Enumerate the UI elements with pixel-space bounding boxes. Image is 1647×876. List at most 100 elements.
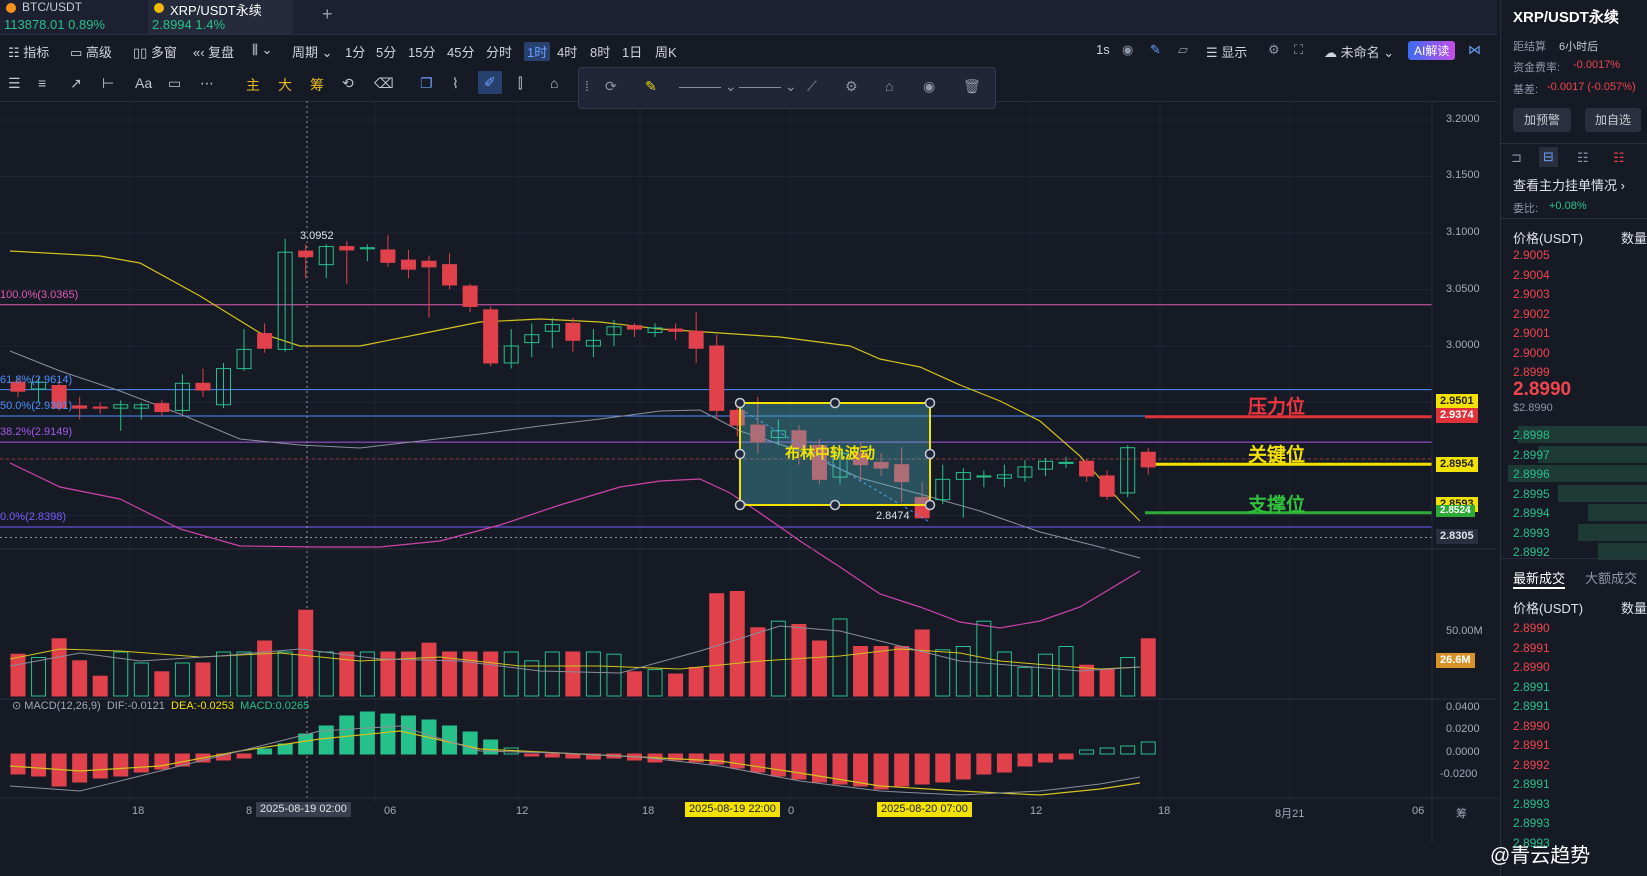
more-icon[interactable]: ⋯ (200, 75, 214, 91)
multi-window-button[interactable]: ▯▯ 多窗 (133, 45, 177, 60)
interval-1m[interactable]: 1分 (345, 45, 366, 60)
trade-row[interactable]: 2.8991 (1513, 738, 1550, 752)
price-tag-resistance-upper: 2.9501 (1436, 394, 1478, 409)
orderbook-asks-icon[interactable]: ☷ (1613, 150, 1625, 165)
advanced-button[interactable]: ▭ 高级 (70, 45, 112, 60)
trade-row[interactable]: 2.8993 (1513, 816, 1550, 830)
bid-row[interactable]: 2.8996 (1513, 467, 1550, 481)
drag-handle-icon[interactable]: ⁞ (585, 78, 589, 94)
settings-icon[interactable]: ⚙ (845, 78, 858, 94)
list-icon[interactable]: ≡ (38, 75, 47, 91)
trade-row[interactable]: 2.8991 (1513, 640, 1550, 655)
main-force-tool[interactable]: 主 (246, 77, 260, 93)
settle-label: 距结算 (1513, 41, 1546, 53)
text-tool[interactable]: Aa (135, 75, 153, 91)
highlighter-icon[interactable]: ✎ (645, 78, 657, 94)
menu-icon[interactable]: ☰ (8, 75, 21, 91)
trade-row[interactable]: 2.8992 (1513, 757, 1550, 772)
ask-row[interactable]: 2.9000 (1513, 345, 1550, 360)
share-icon[interactable]: ⋈ (1468, 42, 1481, 57)
ask-row[interactable]: 2.9002 (1513, 306, 1550, 321)
chart-type-button[interactable]: ⫼ ⌄ (252, 42, 273, 57)
interval-45m[interactable]: 45分 (447, 45, 475, 60)
trade-row[interactable]: 2.8990 (1513, 660, 1550, 674)
interval-15m[interactable]: 15分 (408, 45, 436, 60)
interval-4h[interactable]: 4时 (557, 45, 578, 60)
candlestick-chart[interactable] (0, 101, 1497, 841)
trade-row[interactable]: 2.8991 (1513, 777, 1550, 791)
candle-body (894, 464, 910, 483)
refresh-rate[interactable]: 1s (1096, 42, 1110, 57)
visibility-icon[interactable]: ◉ (923, 78, 936, 94)
line-style-dropdown[interactable]: ——— ⌄ (679, 78, 737, 94)
ask-row[interactable]: 2.9004 (1513, 267, 1550, 282)
bid-row[interactable]: 2.8992 (1513, 545, 1550, 559)
copy-icon[interactable]: ❐ (420, 75, 433, 91)
interval-timeline[interactable]: 分时 (486, 45, 513, 60)
interval-1w[interactable]: 周K (655, 45, 677, 60)
ask-row[interactable]: 2.8999 (1513, 365, 1550, 379)
sync-icon[interactable]: ⟳ (605, 78, 617, 94)
interval-8h[interactable]: 8时 (590, 45, 611, 60)
pen-icon[interactable]: ✎ (1150, 42, 1161, 57)
interval-1d[interactable]: 1日 (622, 45, 643, 60)
big-order-tool[interactable]: 大 (278, 77, 292, 93)
main-orders-link[interactable]: 查看主力挂单情况 › (1513, 178, 1625, 193)
trade-row[interactable]: 2.8991 (1513, 699, 1550, 713)
bid-row[interactable]: 2.8994 (1513, 506, 1550, 520)
period-dropdown[interactable]: 周期 ⌄ (292, 45, 333, 60)
lock-icon[interactable]: ⌂ (550, 75, 559, 91)
lock-icon[interactable]: ⌂ (885, 78, 894, 94)
ask-row[interactable]: 2.9003 (1513, 287, 1550, 301)
tab-xrp[interactable]: XRP/USDT永续 2.8994 1.4% (148, 0, 293, 34)
candle-body (133, 404, 149, 409)
fib-label: 50.0%(2.9381) (0, 400, 73, 412)
magnet-icon[interactable]: ⟲ (342, 75, 354, 91)
trade-row[interactable]: 2.8990 (1513, 718, 1550, 733)
chip-tool[interactable]: 筹 (310, 77, 324, 93)
interval-5m[interactable]: 5分 (376, 45, 397, 60)
line-width-dropdown[interactable]: ——— ⌄ (739, 78, 797, 94)
ask-row[interactable]: 2.9005 (1513, 248, 1550, 262)
measure-icon[interactable]: ⫿ (518, 75, 523, 91)
bid-row[interactable]: 2.8997 (1513, 447, 1550, 462)
add-alert-button[interactable]: 加预警 (1513, 108, 1571, 132)
ai-button[interactable]: AI解读 (1408, 41, 1456, 60)
bid-row[interactable]: 2.8993 (1513, 525, 1550, 540)
display-button[interactable]: ☰ 显示 (1206, 45, 1248, 60)
trade-row[interactable]: 2.8993 (1513, 835, 1550, 850)
tab-latest-trades[interactable]: 最新成交 (1513, 568, 1566, 589)
chip-label: 筹 (1456, 808, 1467, 820)
trendline-icon[interactable]: ↗ (70, 75, 82, 91)
bid-row[interactable]: 2.8998 (1513, 428, 1550, 442)
indicator-button[interactable]: ☷ 指标 (8, 45, 50, 60)
interval-1h[interactable]: 1时 (524, 42, 551, 61)
orderbook-both-icon[interactable]: ⊟ (1539, 147, 1558, 167)
bid-row[interactable]: 2.8995 (1513, 486, 1550, 501)
comment-icon[interactable]: ▱ (1178, 42, 1188, 57)
camera-icon[interactable]: ◉ (1122, 42, 1134, 57)
tab-big-trades[interactable]: 大额成交 (1585, 571, 1638, 586)
settings-icon[interactable]: ⚙ (1268, 42, 1280, 57)
color-icon[interactable]: ⟋ (807, 78, 817, 94)
horizontal-line-icon[interactable]: ⊢ (102, 75, 115, 91)
delete-icon[interactable]: 🗑 (963, 78, 981, 94)
eraser-icon[interactable]: ⌫ (374, 75, 394, 91)
trade-row[interactable]: 2.8990 (1513, 621, 1550, 635)
chart-area[interactable]: 3.2000 3.1500 3.1000 3.0500 3.0000 2.950… (0, 101, 1497, 841)
orderbook-bids-icon[interactable]: ☷ (1577, 150, 1589, 165)
tab-btc[interactable]: BTC/USDT 113878.01 0.89% (0, 0, 145, 34)
trade-row[interactable]: 2.8993 (1513, 796, 1550, 811)
add-tab-button[interactable]: + (322, 4, 333, 24)
orderbook-view-icon[interactable]: ⊐ (1511, 150, 1522, 165)
cloud-save-button[interactable]: ☁ 未命名 ⌄ (1324, 45, 1395, 60)
add-watchlist-button[interactable]: 加自选 (1585, 108, 1641, 132)
replay-button[interactable]: «‹ 复盘 (193, 45, 235, 60)
ruler-icon[interactable]: ⌇ (452, 75, 459, 91)
draw-mode-icon[interactable]: ✐ (478, 71, 502, 94)
ask-row[interactable]: 2.9001 (1513, 326, 1550, 340)
trade-row[interactable]: 2.8991 (1513, 679, 1550, 694)
fullscreen-icon[interactable]: ⛶ (1294, 42, 1304, 57)
rectangle-icon[interactable]: ▭ (168, 75, 182, 91)
box-annotation[interactable]: 布林中轨波动 (785, 445, 876, 462)
